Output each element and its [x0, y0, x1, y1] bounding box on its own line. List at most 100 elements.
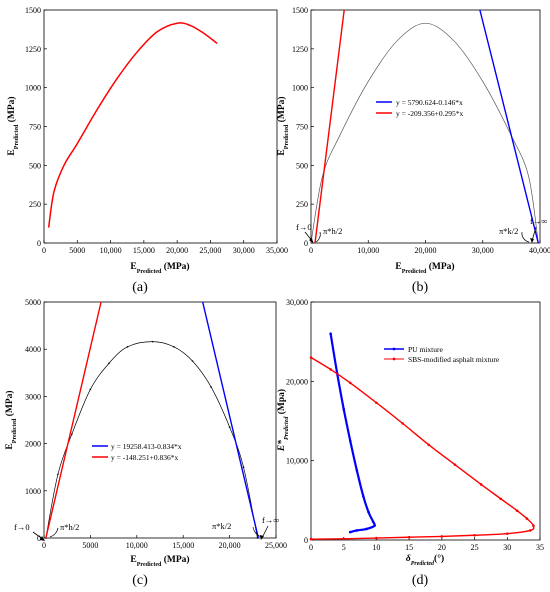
x-tick-label: 15,000	[133, 246, 155, 255]
legend-d: PU mixture SBS-modified asphalt mixture	[384, 345, 500, 364]
data-point-d-1	[375, 536, 378, 540]
y-tick-label: 0	[304, 536, 308, 545]
data-point-d-1	[309, 356, 313, 359]
y-tick-label: 1500	[292, 6, 308, 15]
x-tick-label: 25,000	[265, 541, 287, 550]
panel-label-d: (d)	[412, 573, 429, 588]
legend-c: y = 19258.413-0.834*x y = -148.251+0.836…	[92, 442, 182, 462]
series-line-c-0	[45, 341, 258, 539]
x-tick-label: 0	[309, 246, 313, 255]
series-line-a-0	[47, 22, 218, 228]
legend-b-item-2: y = -209.356+0.295*x	[396, 109, 463, 118]
data-point-d-0	[371, 520, 375, 524]
legend-b-item-1: y = 5790.624-0.146*x	[396, 98, 463, 107]
y-tick-label: 750	[296, 123, 308, 132]
x-tick-label: 0	[42, 246, 46, 255]
plot-frame-b	[310, 9, 541, 244]
annotations-b: π*h/2 π*k/2 f→0 f→∞	[296, 216, 547, 243]
ticks-c: 0 5000 10,000 15,000 20,000 25,000 0 1000 2000 30…	[25, 298, 287, 550]
series-line-b-1	[479, 9, 539, 244]
x-tick-label: 15,000	[172, 541, 194, 550]
annotation-f0-c: f→0	[14, 522, 30, 532]
panel-d: 0 5 10 15 20 25 30 35 0 10,000 20,000 30,000 PU mix…	[276, 298, 544, 588]
series-line-d-1	[310, 356, 535, 540]
ticks-d: 0 5 10 15 20 25 30 35 0 10,000 20,000 30,000	[286, 298, 544, 552]
y-tick-label: 10,000	[286, 457, 308, 466]
y-tick-label: 1500	[25, 6, 41, 15]
x-tick-label: 25	[471, 543, 479, 552]
x-tick-label: 40,000	[529, 246, 550, 255]
y-tick-label: 4000	[25, 345, 41, 354]
data-point-c	[108, 362, 110, 365]
data-point-c	[242, 466, 245, 469]
data-point-d-0	[367, 510, 370, 514]
y-tick-label: 5000	[25, 298, 41, 307]
x-tick-label: 0	[42, 541, 46, 550]
data-point-c	[89, 388, 92, 391]
y-axis-label-a: EPredicted (MPa)	[6, 96, 20, 155]
panel-c: 0 5000 10,000 15,000 20,000 25,000 0 1000 2000 30…	[4, 298, 287, 588]
annotation-pih-b: π*h/2	[323, 226, 342, 236]
data-point-d-1	[453, 463, 457, 466]
data-point-d-1	[329, 368, 332, 371]
data-point-d-0	[355, 529, 359, 532]
data-point-d-0	[355, 468, 359, 472]
x-tick-label: 10,000	[357, 246, 379, 255]
x-tick-label: 15	[405, 543, 413, 552]
series-a	[47, 22, 218, 228]
series-b	[310, 9, 539, 244]
data-point-c	[228, 426, 231, 428]
data-point-d-1	[525, 517, 529, 520]
legend-d-item-2: SBS-modified asphalt mixture	[408, 355, 500, 364]
series-line-c-2	[45, 301, 102, 539]
plot-frame-c	[43, 301, 277, 539]
panel-b: 0 10,000 20,000 30,000 40,000 0 250 500 750 1000 1…	[276, 6, 550, 295]
ticks-b: 0 10,000 20,000 30,000 40,000 0 250 500 750 1000 1…	[292, 6, 550, 255]
annotation-f0-b: f→0	[296, 222, 312, 232]
x-tick-label: 25,000	[199, 246, 221, 255]
y-axis-label-c: EPredicted (MPa)	[4, 390, 18, 449]
x-tick-label: 5	[342, 543, 346, 552]
legend-c-item-1: y = 19258.413-0.834*x	[111, 442, 182, 451]
x-tick-label: 0	[309, 543, 313, 552]
x-tick-label: 10,000	[126, 541, 148, 550]
data-point-d-1	[427, 443, 431, 447]
annotation-pik-b: π*k/2	[499, 226, 518, 236]
series-line-b-2	[314, 9, 345, 244]
plot-frame-a	[43, 9, 278, 244]
data-point-c	[173, 346, 175, 348]
y-tick-label: 0	[304, 239, 308, 248]
x-tick-label: 5000	[69, 246, 85, 255]
legend-b: y = 5790.624-0.146*x y = -209.356+0.295*…	[376, 98, 463, 118]
series-d	[309, 332, 535, 541]
x-axis-label-b: EPredicted (MPa)	[395, 261, 454, 275]
y-tick-label: 1000	[25, 487, 41, 496]
data-point-d-1	[348, 381, 352, 385]
y-tick-label: 1250	[292, 45, 308, 54]
x-tick-label: 20,000	[219, 541, 241, 550]
data-point-c	[191, 360, 194, 362]
x-tick-label: 20	[438, 543, 446, 552]
y-tick-label: 750	[29, 123, 41, 132]
x-tick-label: 35,000	[266, 246, 288, 255]
y-tick-label: 500	[296, 161, 308, 170]
data-point-d-0	[373, 524, 376, 528]
data-point-d-1	[505, 532, 509, 535]
y-tick-label: 0	[37, 239, 41, 248]
panel-label-a: (a)	[132, 280, 148, 295]
x-axis-label-d: δPredicted(°)	[406, 553, 444, 567]
series-c	[45, 301, 260, 539]
annotation-finf-b: f→∞	[530, 216, 547, 226]
data-point-d-1	[342, 537, 346, 541]
legend-d-item-1: PU mixture	[408, 345, 443, 354]
x-tick-label: 30,000	[233, 246, 255, 255]
data-point-d-0	[362, 495, 365, 498]
data-point-d-0	[365, 527, 368, 531]
y-tick-label: 20,000	[286, 377, 308, 386]
data-point-d-1	[532, 524, 535, 528]
data-point-c	[151, 340, 154, 343]
x-tick-label: 5000	[82, 541, 98, 550]
x-tick-label: 30	[503, 543, 511, 552]
data-point-d-1	[407, 535, 411, 539]
